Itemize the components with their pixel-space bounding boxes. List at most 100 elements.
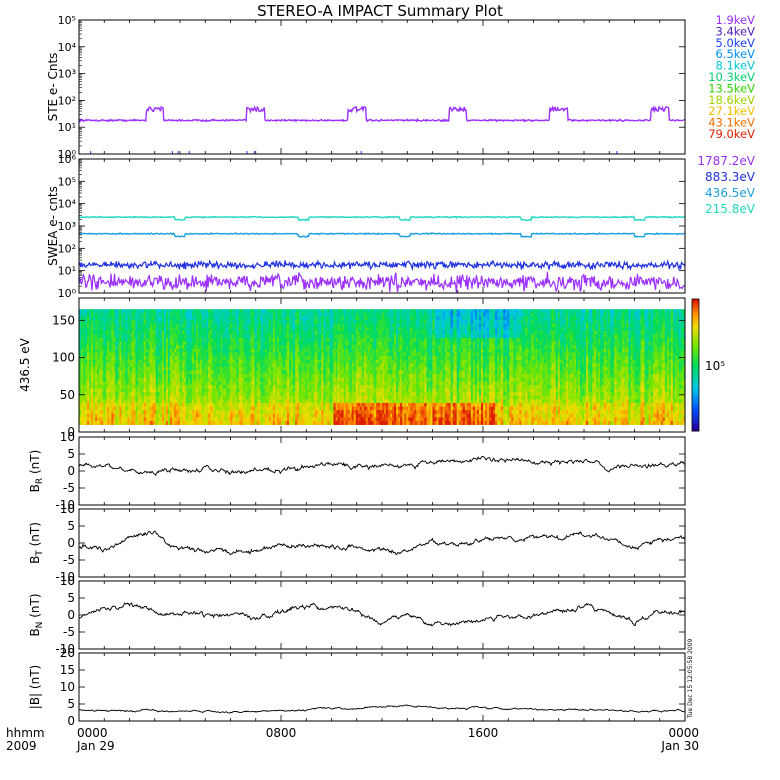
y-tick-label: 10⁴	[58, 198, 77, 211]
x-axis-year-label: 2009	[6, 739, 37, 753]
series-line	[78, 231, 686, 239]
legend-entry: 883.3eV	[705, 170, 756, 184]
legend-entry: 8.1keV	[716, 59, 756, 73]
x-tick-date-label: Jan 30	[660, 739, 699, 753]
y-tick-label: -10	[55, 570, 75, 584]
colorbar-segment	[692, 299, 699, 303]
x-tick-label: 0000	[668, 726, 699, 740]
colorbar-segment	[692, 394, 699, 399]
colorbar-segment	[692, 345, 699, 349]
panel-swea: 10⁰ 10¹ 10² 10³ 10⁴ 10⁵ 10⁶ SWEA e- cnts 1787.2e…	[46, 153, 756, 300]
y-tick-label: 10⁰	[58, 287, 77, 300]
legend-entry: 13.5keV	[708, 81, 755, 95]
y-tick-label: 10⁰	[58, 148, 77, 161]
y-tick-label: 5	[67, 447, 75, 461]
y-tick-label: 10²	[58, 242, 76, 255]
series-line	[78, 271, 686, 293]
y-tick-label: 0	[67, 714, 75, 728]
panel-frame	[78, 436, 686, 506]
y-tick-label: 10⁵	[58, 175, 76, 188]
y-tick-label: -5	[63, 481, 75, 495]
panel-bmag: 20 15 10 5 0 |B| (nT)	[28, 646, 686, 728]
colorbar-segment	[692, 335, 699, 340]
y-axis-label: SWEA e- cnts	[46, 186, 60, 266]
y-axis-label: |B| (nT)	[28, 665, 42, 709]
legend-entry: 215.8eV	[705, 202, 756, 216]
legend-entry: 436.5eV	[705, 186, 756, 200]
colorbar-segment	[692, 341, 699, 346]
legend-entry: 1787.2eV	[697, 154, 755, 168]
y-tick-label: 0	[67, 608, 75, 622]
x-tick-date-label: Jan 29	[76, 739, 115, 753]
colorbar-segment	[692, 414, 699, 419]
colorbar-segment	[692, 318, 699, 323]
y-tick-label: 10¹	[58, 121, 76, 134]
colorbar-segment	[692, 361, 699, 366]
y-tick-label: 5	[67, 697, 75, 711]
legend-entry: 1.9keV	[716, 13, 756, 27]
series-line	[78, 530, 686, 556]
panel-frame	[78, 652, 686, 722]
colorbar-segment	[692, 421, 699, 425]
legend-entry: 10.3keV	[708, 70, 755, 84]
y-tick-label: 10	[60, 430, 75, 444]
series-line	[78, 104, 686, 123]
x-tick-label: 0800	[266, 726, 297, 740]
y-tick-label: -10	[55, 498, 75, 512]
x-tick-label: 0000	[77, 726, 108, 740]
y-axis-label: BT (nT)	[28, 522, 45, 564]
colorbar-segment	[692, 384, 699, 389]
colorbar-segment	[692, 371, 699, 376]
colorbar-segment	[692, 332, 699, 336]
panel-pad: 0 50 100 150 436.5 eV 10⁵	[18, 297, 725, 439]
legend-entry: 6.5keV	[716, 47, 756, 61]
y-tick-label: 10¹	[58, 265, 76, 278]
colorbar-segment	[692, 358, 699, 363]
y-tick-label: 10	[60, 574, 75, 588]
y-axis-label: STE e- Cnts	[46, 53, 60, 122]
y-tick-label: 5	[67, 519, 75, 533]
colorbar-segment	[692, 368, 699, 373]
colorbar-segment	[692, 427, 699, 432]
panel-br: 10 5 0 -5 -10 BR (nT)	[28, 430, 686, 512]
legend-entry: 27.1keV	[708, 104, 755, 118]
x-tick-label: 1600	[468, 726, 499, 740]
colorbar-segment	[692, 391, 699, 396]
y-axis-label: BN (nT)	[28, 593, 45, 636]
y-tick-label: 20	[60, 646, 75, 660]
colorbar-segment	[692, 417, 699, 422]
series-line	[78, 704, 686, 714]
y-tick-label: -5	[63, 625, 75, 639]
y-tick-label: 10⁵	[58, 14, 76, 27]
panel-frame	[78, 158, 686, 294]
y-tick-label: 0	[67, 536, 75, 550]
y-tick-label: 100	[52, 351, 75, 365]
timestamp-label: Tue Dec 15 12:05:58 2009	[687, 638, 694, 719]
colorbar-segment	[692, 322, 699, 326]
colorbar-segment	[692, 338, 699, 343]
colorbar-segment	[692, 374, 699, 379]
y-axis-label: BR (nT)	[28, 450, 45, 493]
colorbar-segment	[692, 378, 699, 382]
y-tick-label: 15	[60, 663, 75, 677]
y-tick-label: 10²	[58, 94, 76, 107]
y-tick-label: 150	[52, 313, 75, 327]
y-axis-label: 436.5 eV	[18, 337, 32, 392]
colorbar-segment	[692, 325, 699, 330]
y-tick-label: 10	[60, 680, 75, 694]
y-tick-label: 0	[67, 425, 75, 439]
panel-frame	[78, 508, 686, 578]
panel-bn: 10 5 0 -5 -10 BN (nT)	[28, 574, 686, 656]
y-tick-label: 10³	[58, 68, 76, 81]
y-tick-label: 0	[67, 464, 75, 478]
y-tick-label: 5	[67, 591, 75, 605]
panel-bt: 10 5 0 -5 -10 BT (nT)	[28, 502, 686, 584]
series-line	[78, 602, 686, 627]
y-tick-label: -10	[55, 642, 75, 656]
colorbar-segment	[692, 348, 699, 353]
colorbar-segment	[692, 365, 699, 369]
colorbar-segment	[692, 351, 699, 356]
legend-entry: 18.6keV	[708, 93, 755, 107]
